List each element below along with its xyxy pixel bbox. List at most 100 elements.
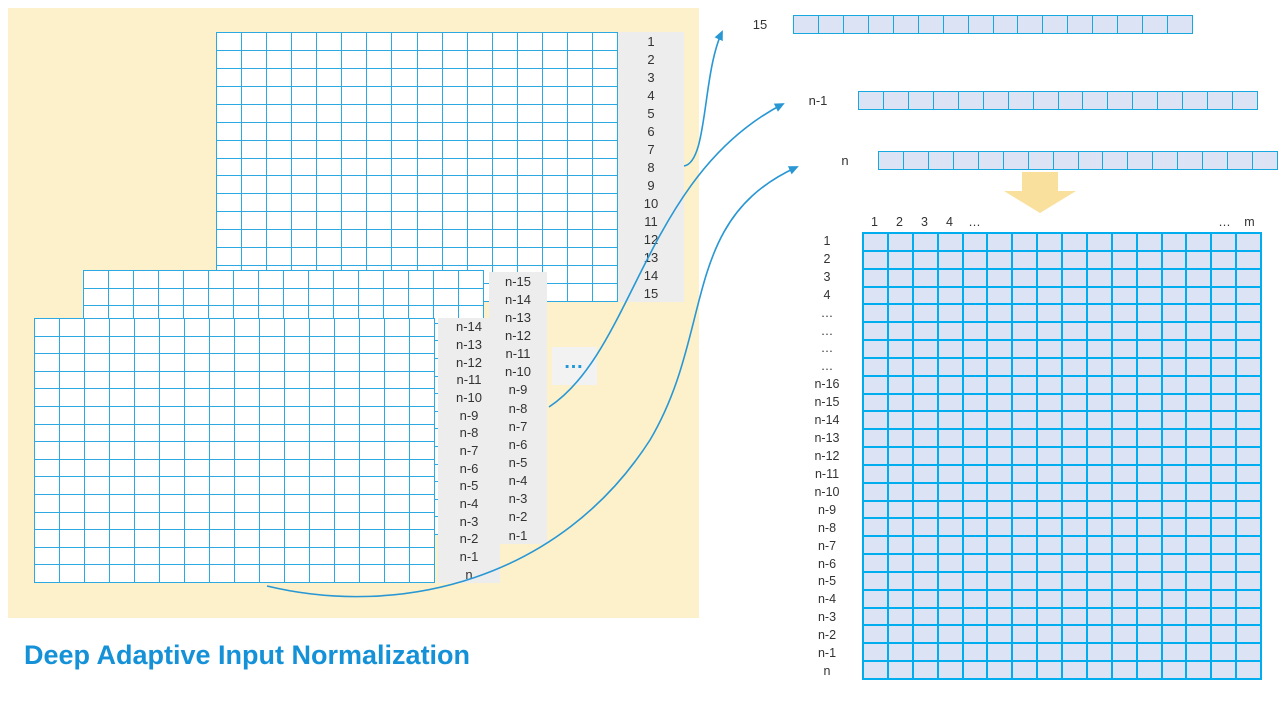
- grid-cell: [134, 271, 158, 288]
- grid-cell: [467, 122, 492, 140]
- grid-cell: [467, 68, 492, 86]
- grid-cell: [963, 537, 987, 554]
- grid-cell: [235, 477, 259, 494]
- grid-cell: [963, 465, 987, 482]
- grid-cell: [963, 323, 987, 340]
- grid-cell: [60, 371, 84, 389]
- grid-cell: [983, 92, 1008, 109]
- grid-cell: [1038, 430, 1061, 447]
- grid-cell: [384, 271, 408, 288]
- index-label: n-9: [817, 502, 837, 517]
- grid-cell: [1013, 448, 1037, 464]
- index-label: [1087, 213, 1112, 230]
- grid-cell: [285, 371, 309, 389]
- grid-cell: [335, 512, 359, 530]
- grid-cell: [1038, 465, 1061, 482]
- grid-cell: [1212, 251, 1236, 268]
- grid-cell: [1162, 501, 1186, 518]
- grid-cell: [1187, 287, 1211, 304]
- grid-cell: [1087, 537, 1111, 554]
- grid-cell: [517, 68, 542, 86]
- grid-cell: [1112, 519, 1136, 536]
- grid-cell: [1187, 590, 1211, 607]
- grid-cell: [160, 354, 184, 371]
- grid-cell: [1162, 323, 1186, 340]
- grid-cell: [35, 336, 59, 354]
- grid-cell: [1112, 305, 1136, 322]
- grid-cell: [317, 50, 342, 68]
- grid-cell: [317, 194, 342, 212]
- grid-cell: [259, 271, 283, 288]
- grid-cell: [335, 319, 359, 336]
- grid-cell: [285, 477, 309, 494]
- index-label: n-16: [814, 377, 840, 392]
- grid-cell: [1237, 305, 1260, 322]
- grid-cell: [185, 512, 209, 530]
- grid-cell: [335, 495, 359, 512]
- grid-cell: [492, 122, 517, 140]
- grid-cell: [1237, 448, 1260, 464]
- grid-cell: [1228, 152, 1253, 169]
- grid-cell: [385, 547, 409, 565]
- grid-cell: [235, 495, 259, 512]
- grid-cell: [317, 68, 342, 86]
- grid-cell: [1162, 394, 1186, 411]
- grid-cell: [1137, 483, 1161, 500]
- grid-cell: [864, 537, 887, 554]
- grid-cell: [1237, 323, 1260, 340]
- grid-cell: [864, 590, 887, 607]
- grid-cell: [888, 501, 912, 518]
- grid-cell: [1103, 152, 1128, 169]
- grid-cell: [292, 248, 317, 266]
- grid-cell: [938, 572, 962, 589]
- grid-cell: [1063, 644, 1086, 661]
- index-label: 3: [823, 269, 831, 284]
- grid-cell: [1038, 251, 1061, 268]
- grid-cell: [410, 442, 434, 459]
- grid-cell: [1137, 412, 1161, 429]
- grid-cell: [360, 319, 384, 336]
- index-label: 15: [643, 285, 659, 301]
- grid-cell: [592, 266, 617, 284]
- grid-cell: [938, 555, 962, 571]
- grid-cell: [392, 194, 417, 212]
- grid-cell: [1137, 501, 1161, 518]
- grid-cell: [1038, 287, 1061, 304]
- grid-cell: [217, 122, 242, 140]
- grid-cell: [292, 104, 317, 122]
- grid-cell: [913, 537, 937, 554]
- grid-cell: [1162, 608, 1186, 625]
- index-label: n-3: [459, 513, 479, 529]
- grid-cell: [85, 407, 109, 424]
- grid-cell: [938, 519, 962, 536]
- grid-cell: [60, 389, 84, 406]
- grid-cell: [1212, 234, 1236, 250]
- grid-cell: [267, 194, 292, 212]
- feature-matrix: [862, 232, 1262, 680]
- grid-cell: [592, 33, 617, 50]
- grid-cell: [938, 608, 962, 625]
- grid-cell: [160, 495, 184, 512]
- grid-cell: [310, 565, 334, 582]
- grid-cell: [335, 442, 359, 459]
- index-label: n-4: [459, 496, 479, 512]
- grid-cell: [1237, 430, 1260, 447]
- grid-cell: [492, 86, 517, 104]
- grid-cell: [864, 430, 887, 447]
- index-label: 3: [647, 69, 655, 85]
- index-label: [1062, 213, 1087, 230]
- grid-cell: [135, 424, 159, 442]
- grid-cell: [267, 140, 292, 158]
- grid-cell: [159, 288, 183, 306]
- grid-cell: [310, 371, 334, 389]
- grid-cell: [417, 104, 442, 122]
- grid-cell: [110, 389, 134, 406]
- grid-cell: [888, 662, 912, 678]
- grid-cell: [1063, 341, 1086, 357]
- grid-cell: [1028, 152, 1053, 169]
- grid-cell: [1212, 358, 1236, 375]
- grid-cell: [317, 212, 342, 230]
- grid-cell: [1187, 251, 1211, 268]
- grid-cell: [109, 271, 133, 288]
- grid-cell: [1133, 92, 1158, 109]
